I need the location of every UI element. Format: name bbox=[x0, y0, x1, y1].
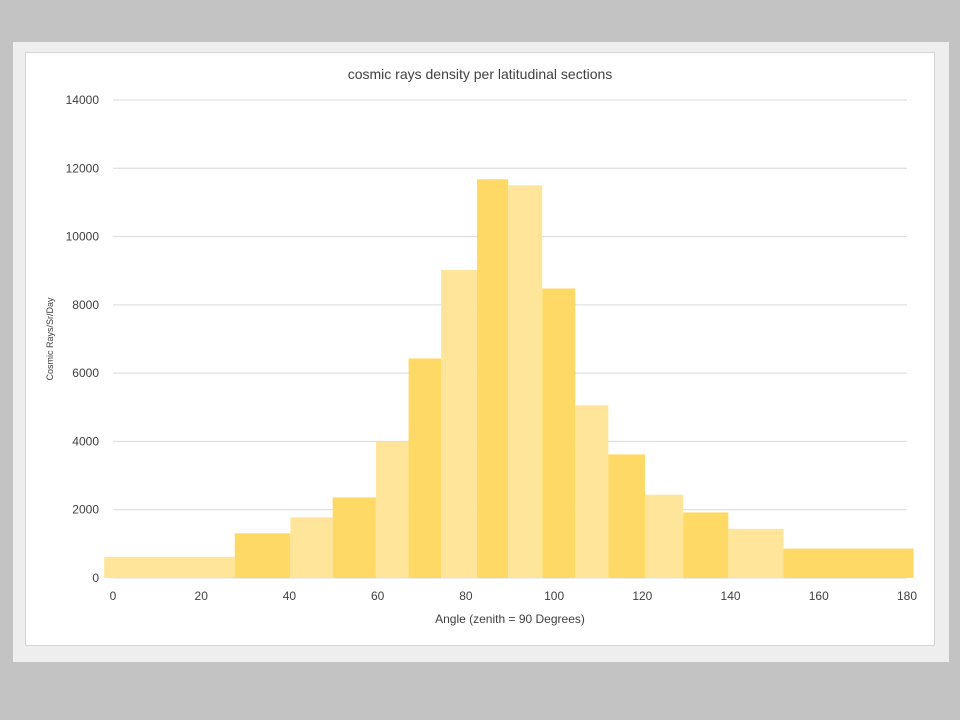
x-tick-label: 0 bbox=[110, 589, 117, 603]
histogram-bar bbox=[575, 405, 609, 578]
x-tick-label: 160 bbox=[809, 589, 829, 603]
histogram-bar bbox=[728, 528, 784, 578]
histogram-bar bbox=[608, 454, 645, 578]
y-tick-label: 8000 bbox=[72, 298, 99, 312]
histogram-bar bbox=[332, 497, 376, 578]
x-tick-label: 80 bbox=[459, 589, 473, 603]
histogram-bar bbox=[234, 533, 291, 578]
y-axis-label: Cosmic Rays/Sr/Day bbox=[45, 297, 55, 381]
histogram-bar bbox=[783, 548, 914, 578]
y-tick-label: 6000 bbox=[72, 366, 99, 380]
histogram-bar bbox=[508, 185, 543, 578]
histogram-bar bbox=[104, 556, 235, 578]
histogram-bar bbox=[542, 288, 576, 578]
x-tick-label: 140 bbox=[721, 589, 741, 603]
histogram-bar bbox=[375, 441, 409, 578]
y-tick-label: 2000 bbox=[72, 503, 99, 517]
x-tick-label: 100 bbox=[544, 589, 564, 603]
x-tick-label: 120 bbox=[632, 589, 652, 603]
y-tick-label: 12000 bbox=[66, 161, 100, 175]
histogram-bar bbox=[644, 494, 684, 578]
y-tick-label: 10000 bbox=[66, 230, 100, 244]
y-tick-label: 14000 bbox=[66, 93, 100, 107]
x-tick-label: 40 bbox=[283, 589, 297, 603]
x-axis-ticks: 0 20 40 60 80 100 120 140 160 180 bbox=[110, 589, 918, 603]
x-tick-label: 20 bbox=[195, 589, 209, 603]
bars bbox=[104, 179, 914, 578]
y-axis-ticks: 0 2000 4000 6000 8000 10000 12000 14000 bbox=[66, 93, 100, 585]
histogram-bar bbox=[683, 512, 729, 578]
histogram-bar bbox=[408, 358, 442, 578]
y-tick-label: 4000 bbox=[72, 434, 99, 448]
y-tick-label: 0 bbox=[92, 571, 99, 585]
x-tick-label: 60 bbox=[371, 589, 385, 603]
histogram-bar bbox=[441, 270, 477, 578]
x-axis-label: Angle (zenith = 90 Degrees) bbox=[435, 612, 585, 626]
chart-title: cosmic rays density per latitudinal sect… bbox=[348, 66, 613, 82]
x-tick-label: 180 bbox=[897, 589, 917, 603]
histogram-bar bbox=[476, 179, 509, 578]
histogram-bar bbox=[290, 517, 333, 578]
